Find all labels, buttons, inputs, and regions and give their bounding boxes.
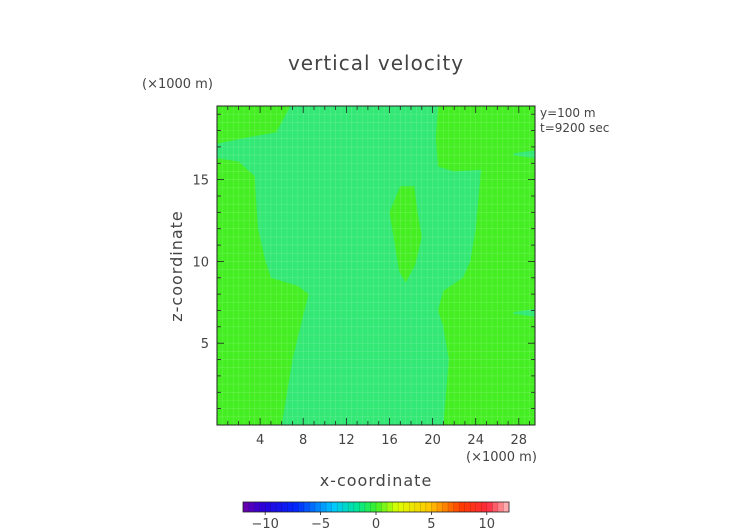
colorbar-segment [436,502,443,512]
colorbar-segment [486,502,493,512]
colorbar-segment [270,502,277,512]
x-tick-label: 12 [338,433,355,448]
x-tick-label: 20 [424,433,441,448]
colorbar-segment [403,502,410,512]
colorbar-tick-labels: −10 −5 0 5 10 [251,512,495,532]
colorbar-segment [281,502,288,512]
axis-ticks [217,106,535,425]
colorbar-segment [348,502,355,512]
x-axis-label: x-coordinate [320,471,433,490]
contour-right-edge-streak-upper [513,150,535,159]
colorbar-segment [431,502,438,512]
colorbar-segment [292,502,299,512]
x-tick-label: 16 [381,433,398,448]
colorbar-segment [503,502,510,512]
y-axis-label: z-coordinate [167,210,186,322]
colorbar-segment [442,502,449,512]
colorbar [243,502,510,512]
annotation-time: t=9200 sec [540,121,609,135]
colorbar-segment [497,502,504,512]
colorbar-segment [309,502,316,512]
y-tick-label: 10 [192,255,209,270]
colorbar-segment [315,502,321,512]
colorbar-segment [481,502,488,512]
colorbar-tick-label: 10 [479,517,496,532]
colorbar-segment [353,502,360,512]
colorbar-segment [364,502,371,512]
colorbar-segment [326,502,332,512]
colorbar-segment [248,502,255,512]
colorbar-segment [420,502,427,512]
colorbar-segment [359,502,366,512]
annotation-y: y=100 m [540,106,596,120]
colorbar-segment [448,502,454,512]
x-tick-label: 4 [256,433,264,448]
colorbar-segment [303,502,310,512]
colorbar-segment [381,502,388,512]
grid [217,106,535,425]
colorbar-segment [492,502,499,512]
y-tick-label: 15 [192,174,209,189]
colorbar-segment [331,502,338,512]
plot-area [217,106,535,425]
colorbar-segment [320,502,327,512]
x-tick-label: 28 [511,433,528,448]
x-unit-label: (×1000 m) [466,450,537,465]
colorbar-segment [342,502,349,512]
colorbar-segment [470,502,477,512]
x-tick-label: 24 [467,433,484,448]
colorbar-segment [464,502,471,512]
colorbar-segment [243,502,249,512]
colorbar-segment [370,502,377,512]
colorbar-tick-label: 0 [372,517,380,532]
colorbar-segment [387,502,393,512]
colorbar-segment [409,502,416,512]
x-tick-label: 8 [299,433,307,448]
colorbar-segment [265,502,272,512]
contour-central-plume [217,106,482,425]
colorbar-segment [276,502,283,512]
plot-frame [216,105,536,426]
colorbar-segment [392,502,399,512]
colorbar-tick-label: −10 [251,517,278,532]
colorbar-segment [254,502,260,512]
colorbar-segment [259,502,266,512]
colorbar-segment [298,502,305,512]
colorbar-segment [287,502,294,512]
colorbar-segment [337,502,344,512]
colorbar-segment [475,502,482,512]
colorbar-segment [398,502,405,512]
contour-updraft-core [389,186,422,283]
colorbar-segment [414,502,421,512]
contour-right-edge-streak-lower [513,308,535,317]
colorbar-segment [453,502,460,512]
velocity-contours [217,106,535,425]
colorbar-tick-label: 5 [427,517,435,532]
x-tick-labels: 4 8 12 16 20 24 28 [256,433,527,448]
z-unit-label: (×1000 m) [142,77,213,92]
colorbar-segment [459,502,465,512]
y-tick-labels: 5 10 15 [192,174,209,353]
colorbar-segment [425,502,432,512]
chart-title: vertical velocity [288,51,464,75]
colorbar-segment [376,502,382,512]
colorbar-tick-label: −5 [311,517,330,532]
y-tick-label: 5 [201,337,209,352]
